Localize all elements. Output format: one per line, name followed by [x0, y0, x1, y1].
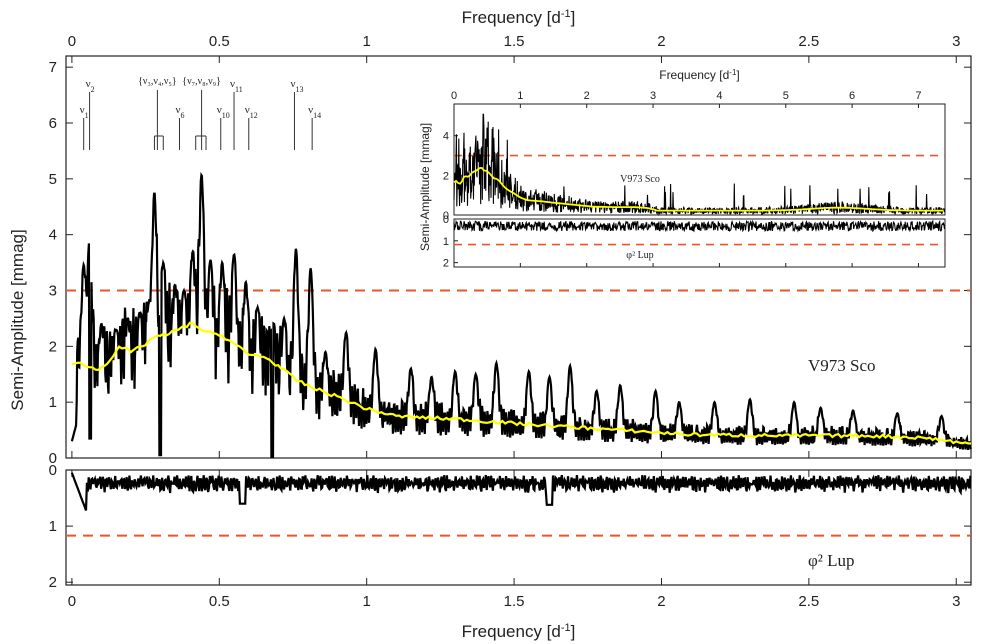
- top-x-tick-label: 1.5: [504, 33, 525, 50]
- frequency-marker-symbol: ν: [290, 78, 295, 90]
- inset-x-tick-label: 7: [915, 90, 921, 102]
- group-marker-label: {ν₇,ν₈,ν₉}: [182, 76, 221, 87]
- inset-x-axis-title-end: ]: [736, 68, 739, 82]
- inset-x-axis-title: Frequency [d-1]: [659, 68, 740, 83]
- bottom-x-tick-label: 2: [657, 593, 665, 610]
- top-y-tick-label: 2: [49, 338, 57, 355]
- top-panel-star-label: V973 Sco: [808, 356, 876, 375]
- bottom-panel-signal-line: [70, 472, 972, 511]
- inset-x-tick-label: 0: [451, 90, 457, 102]
- group-marker-label: {ν₃,ν₄,ν₅}: [138, 76, 177, 87]
- top-x-axis-title: Frequency [d-1]: [462, 8, 576, 27]
- frequency-marker-label: ν11: [230, 78, 243, 94]
- frequency-marker-symbol: ν: [86, 78, 91, 90]
- inset-top-frame: [453, 103, 946, 216]
- bottom-panel-phi2-lup: 0 1 2 0 0.5 1 1.5 2 2.5 3 φ² Lup: [49, 462, 972, 610]
- frequency-marker-symbol: ν: [230, 78, 235, 90]
- inset-bottom-star-label: φ² Lup: [626, 250, 653, 261]
- top-x-tick-label: 0.5: [209, 33, 230, 50]
- frequency-marker-subscript: 10: [222, 111, 230, 120]
- bottom-x-axis-title-sup: -1: [561, 622, 571, 634]
- inset-top-y-tick-label: 4: [443, 131, 449, 143]
- frequency-marker-label: ν6: [175, 104, 184, 120]
- frequency-marker-symbol: ν: [245, 104, 250, 116]
- inset-ticks: 0 1 2 3 4 5 6 7 0 2 4 0 1 2: [443, 90, 922, 270]
- bottom-x-axis-title: Frequency [d-1]: [462, 622, 576, 641]
- inset-top-smoothed-line: [453, 166, 944, 212]
- frequency-marker-subscript: 1: [85, 111, 89, 120]
- top-panel-smoothed-line: [71, 321, 972, 445]
- bottom-y-tick-label: 2: [49, 574, 57, 591]
- frequency-marker-symbol: ν: [175, 104, 180, 116]
- inset-top-y-tick-label: 0: [443, 210, 449, 222]
- frequency-marker-subscript: 14: [313, 111, 321, 120]
- bottom-y-tick-label: 1: [49, 518, 57, 535]
- bottom-x-tick-label: 0: [68, 593, 76, 610]
- frequency-marker-subscript: 2: [91, 85, 95, 94]
- frequency-marker-symbol: ν: [80, 104, 85, 116]
- bottom-panel-x-ticks: 0 0.5 1 1.5 2 2.5 3: [68, 470, 960, 610]
- frequency-marker-subscript: 13: [295, 85, 303, 94]
- top-y-tick-label: 0: [49, 450, 57, 467]
- y-axis-title: Semi-Amplitude [mmag]: [8, 229, 27, 410]
- inset-x-tick-label: 2: [584, 90, 590, 102]
- top-y-tick-label: 5: [49, 171, 57, 188]
- frequency-marker-label: ν14: [308, 104, 321, 120]
- inset-x-tick-label: 3: [650, 90, 656, 102]
- bottom-y-tick-label: 0: [49, 462, 57, 479]
- top-y-tick-label: 4: [49, 227, 57, 244]
- inset-x-tick-label: 5: [783, 90, 789, 102]
- top-x-tick-label: 3: [952, 33, 960, 50]
- inset-full-range-periodogram: 0 1 2 3 4 5 6 7 0 2 4 0 1 2 Frequency [d-1] Semi-Ampl…: [418, 68, 946, 270]
- frequency-marker-subscript: 6: [180, 111, 184, 120]
- bottom-x-tick-label: 1.5: [504, 593, 525, 610]
- top-x-axis-title-end: ]: [571, 8, 576, 27]
- top-y-tick-label: 1: [49, 394, 57, 411]
- bottom-x-tick-label: 0.5: [209, 593, 230, 610]
- inset-bottom-y-tick-label: 0: [443, 214, 449, 226]
- top-panel-x-ticks: 0 0.5 1 1.5 2 2.5 3: [68, 33, 960, 458]
- inset-y-axis-title: Semi-Amplitude [mmag]: [418, 123, 432, 251]
- top-panel-signal-line: [70, 171, 972, 458]
- frequency-marker-label: ν1: [80, 104, 89, 120]
- bottom-panel-star-label: φ² Lup: [808, 551, 855, 570]
- frequency-marker-symbol: ν: [308, 104, 313, 116]
- top-x-tick-label: 2.5: [798, 33, 819, 50]
- inset-bottom-y-tick-label: 1: [443, 236, 449, 248]
- top-x-tick-label: 0: [68, 33, 76, 50]
- top-x-axis-title-sup: -1: [561, 8, 571, 20]
- top-y-tick-label: 6: [49, 115, 57, 132]
- frequency-marker-symbol: ν: [217, 104, 222, 116]
- frequency-marker-label: ν12: [245, 104, 258, 120]
- bottom-x-axis-title-main: Frequency [d: [462, 622, 561, 641]
- top-y-tick-label: 7: [49, 59, 57, 76]
- frequency-marker-label: ν10: [217, 104, 230, 120]
- inset-bottom-y-tick-label: 2: [443, 258, 449, 270]
- inset-x-tick-label: 4: [716, 90, 722, 102]
- frequency-marker-label: ν2: [86, 78, 95, 94]
- frequency-marker-subscript: 12: [250, 111, 258, 120]
- inset-x-tick-label: 6: [849, 90, 855, 102]
- inset-top-star-label: V973 Sco: [620, 174, 660, 185]
- bottom-x-tick-label: 1: [363, 593, 371, 610]
- frequency-marker-subscript: 11: [235, 85, 243, 94]
- bottom-x-axis-title-end: ]: [571, 622, 576, 641]
- frequency-marker-label: ν13: [290, 78, 303, 94]
- bottom-x-tick-label: 3: [952, 593, 960, 610]
- inset-top-y-tick-label: 2: [443, 170, 449, 182]
- top-y-tick-label: 3: [49, 283, 57, 300]
- inset-bottom-signal-line: [453, 219, 946, 233]
- inset-x-axis-title-main: Frequency [d: [659, 68, 729, 82]
- inset-x-tick-label: 1: [517, 90, 523, 102]
- top-x-axis-title-main: Frequency [d: [462, 8, 561, 27]
- inset-x-axis-title-sup: -1: [729, 68, 737, 77]
- bottom-x-tick-label: 2.5: [798, 593, 819, 610]
- top-x-tick-label: 2: [657, 33, 665, 50]
- top-x-tick-label: 1: [363, 33, 371, 50]
